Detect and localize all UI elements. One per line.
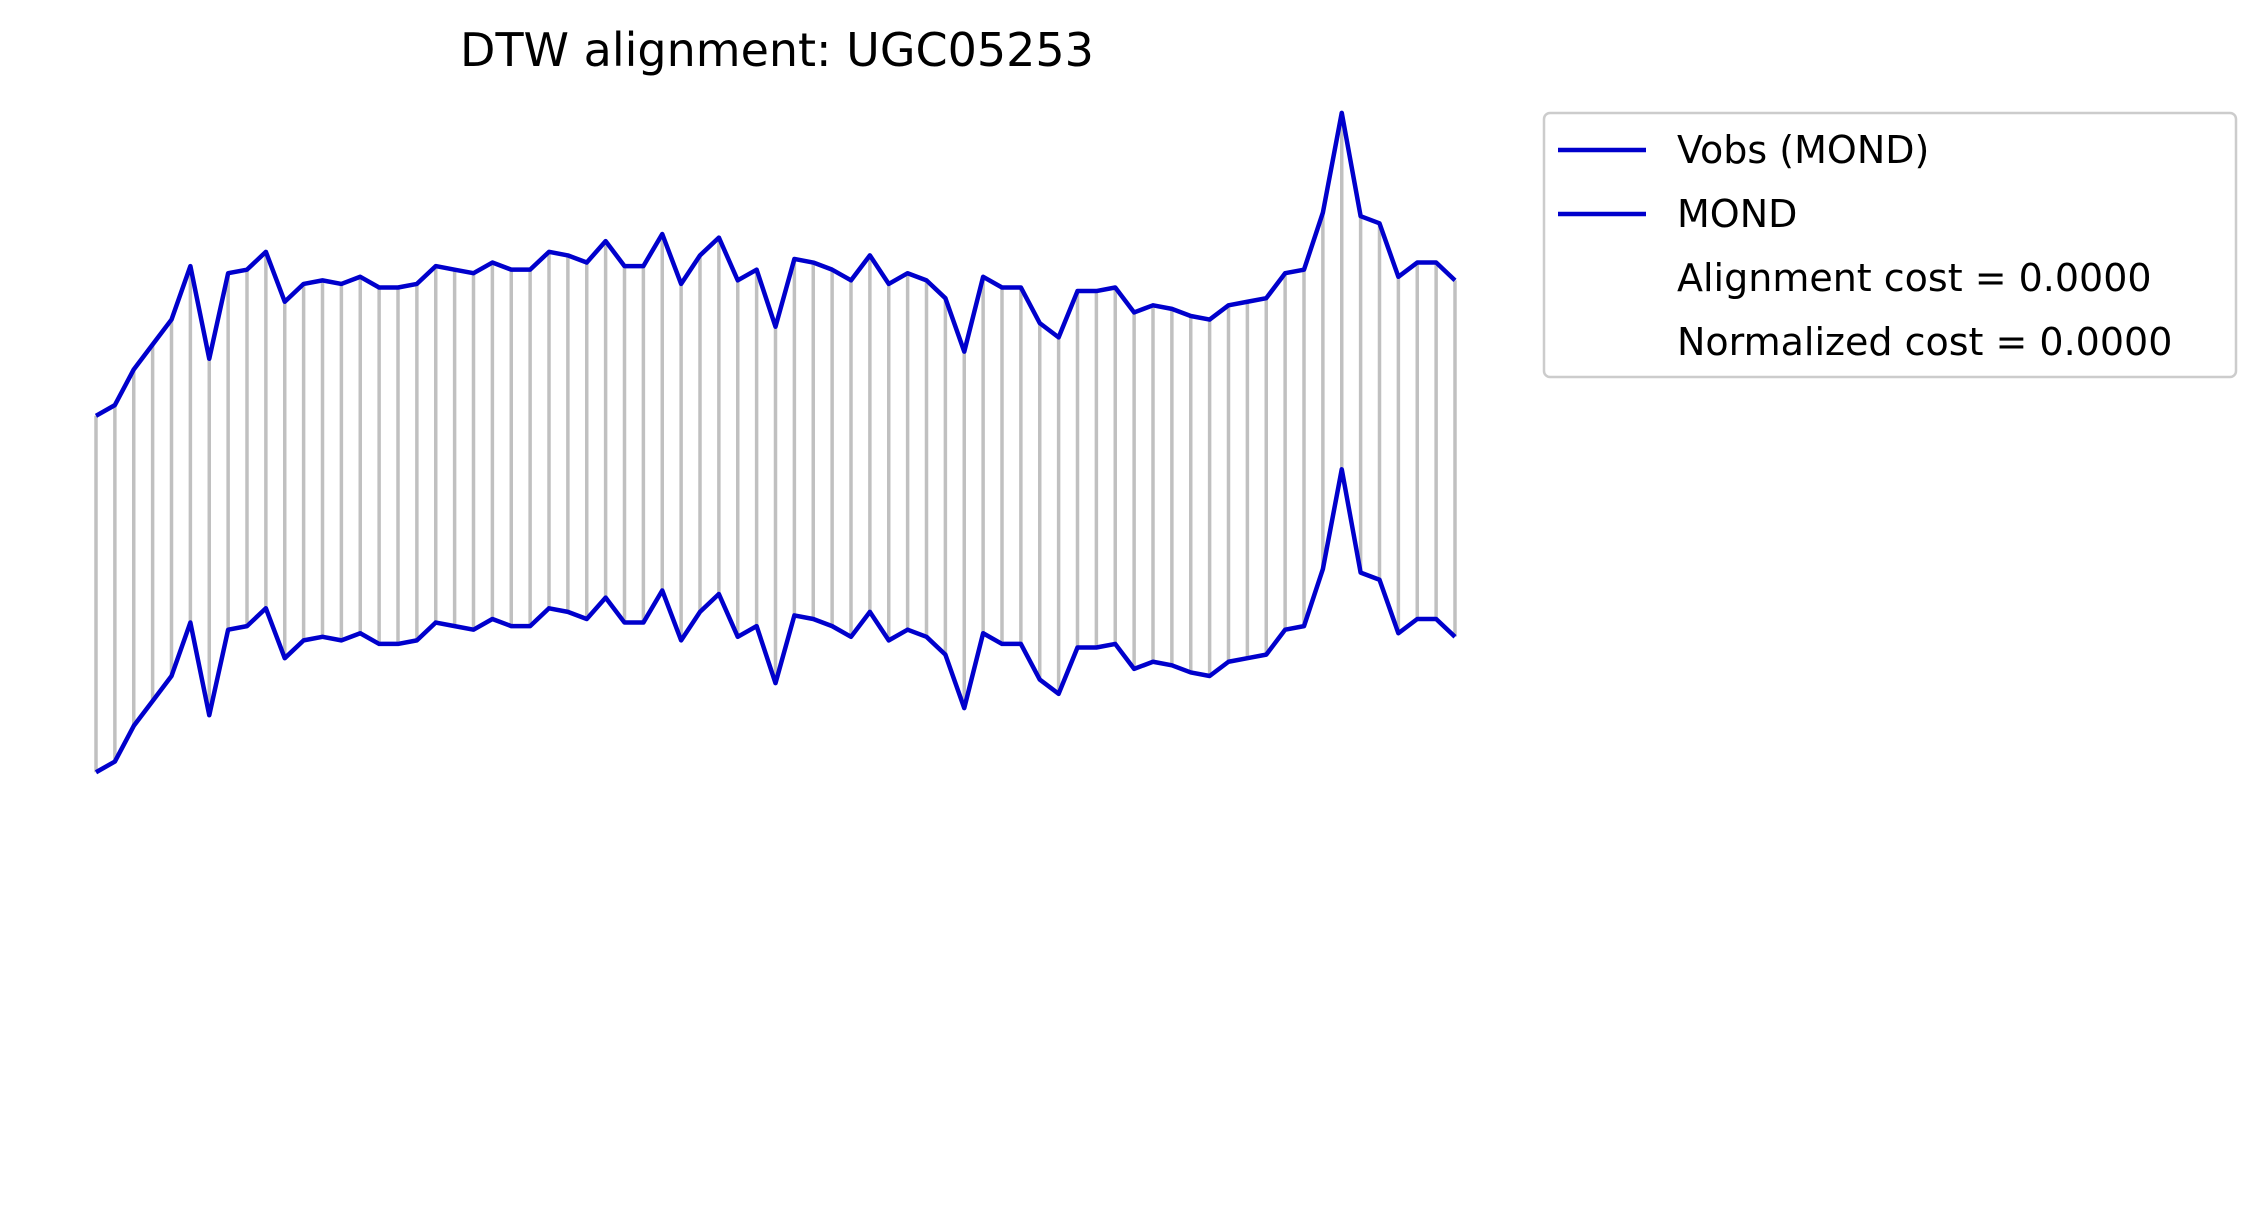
legend-entries: Vobs (MOND) MOND Alignment cost = 0.0000 No… (1558, 128, 2172, 364)
vobs-series-line (94, 110, 1457, 418)
series-lines (94, 110, 1457, 775)
mond-series-line (94, 467, 1457, 775)
legend-label: Vobs (MOND) (1677, 128, 1929, 172)
alignment-lines (94, 112, 1457, 773)
legend-label: MOND (1677, 192, 1797, 236)
legend-label: Alignment cost = 0.0000 (1677, 256, 2152, 300)
chart-title: DTW alignment: UGC05253 (460, 23, 1094, 77)
legend-box (1542, 111, 2238, 379)
legend-label: Normalized cost = 0.0000 (1677, 320, 2172, 364)
legend: Vobs (MOND) MOND Alignment cost = 0.0000 No… (1542, 111, 2238, 379)
